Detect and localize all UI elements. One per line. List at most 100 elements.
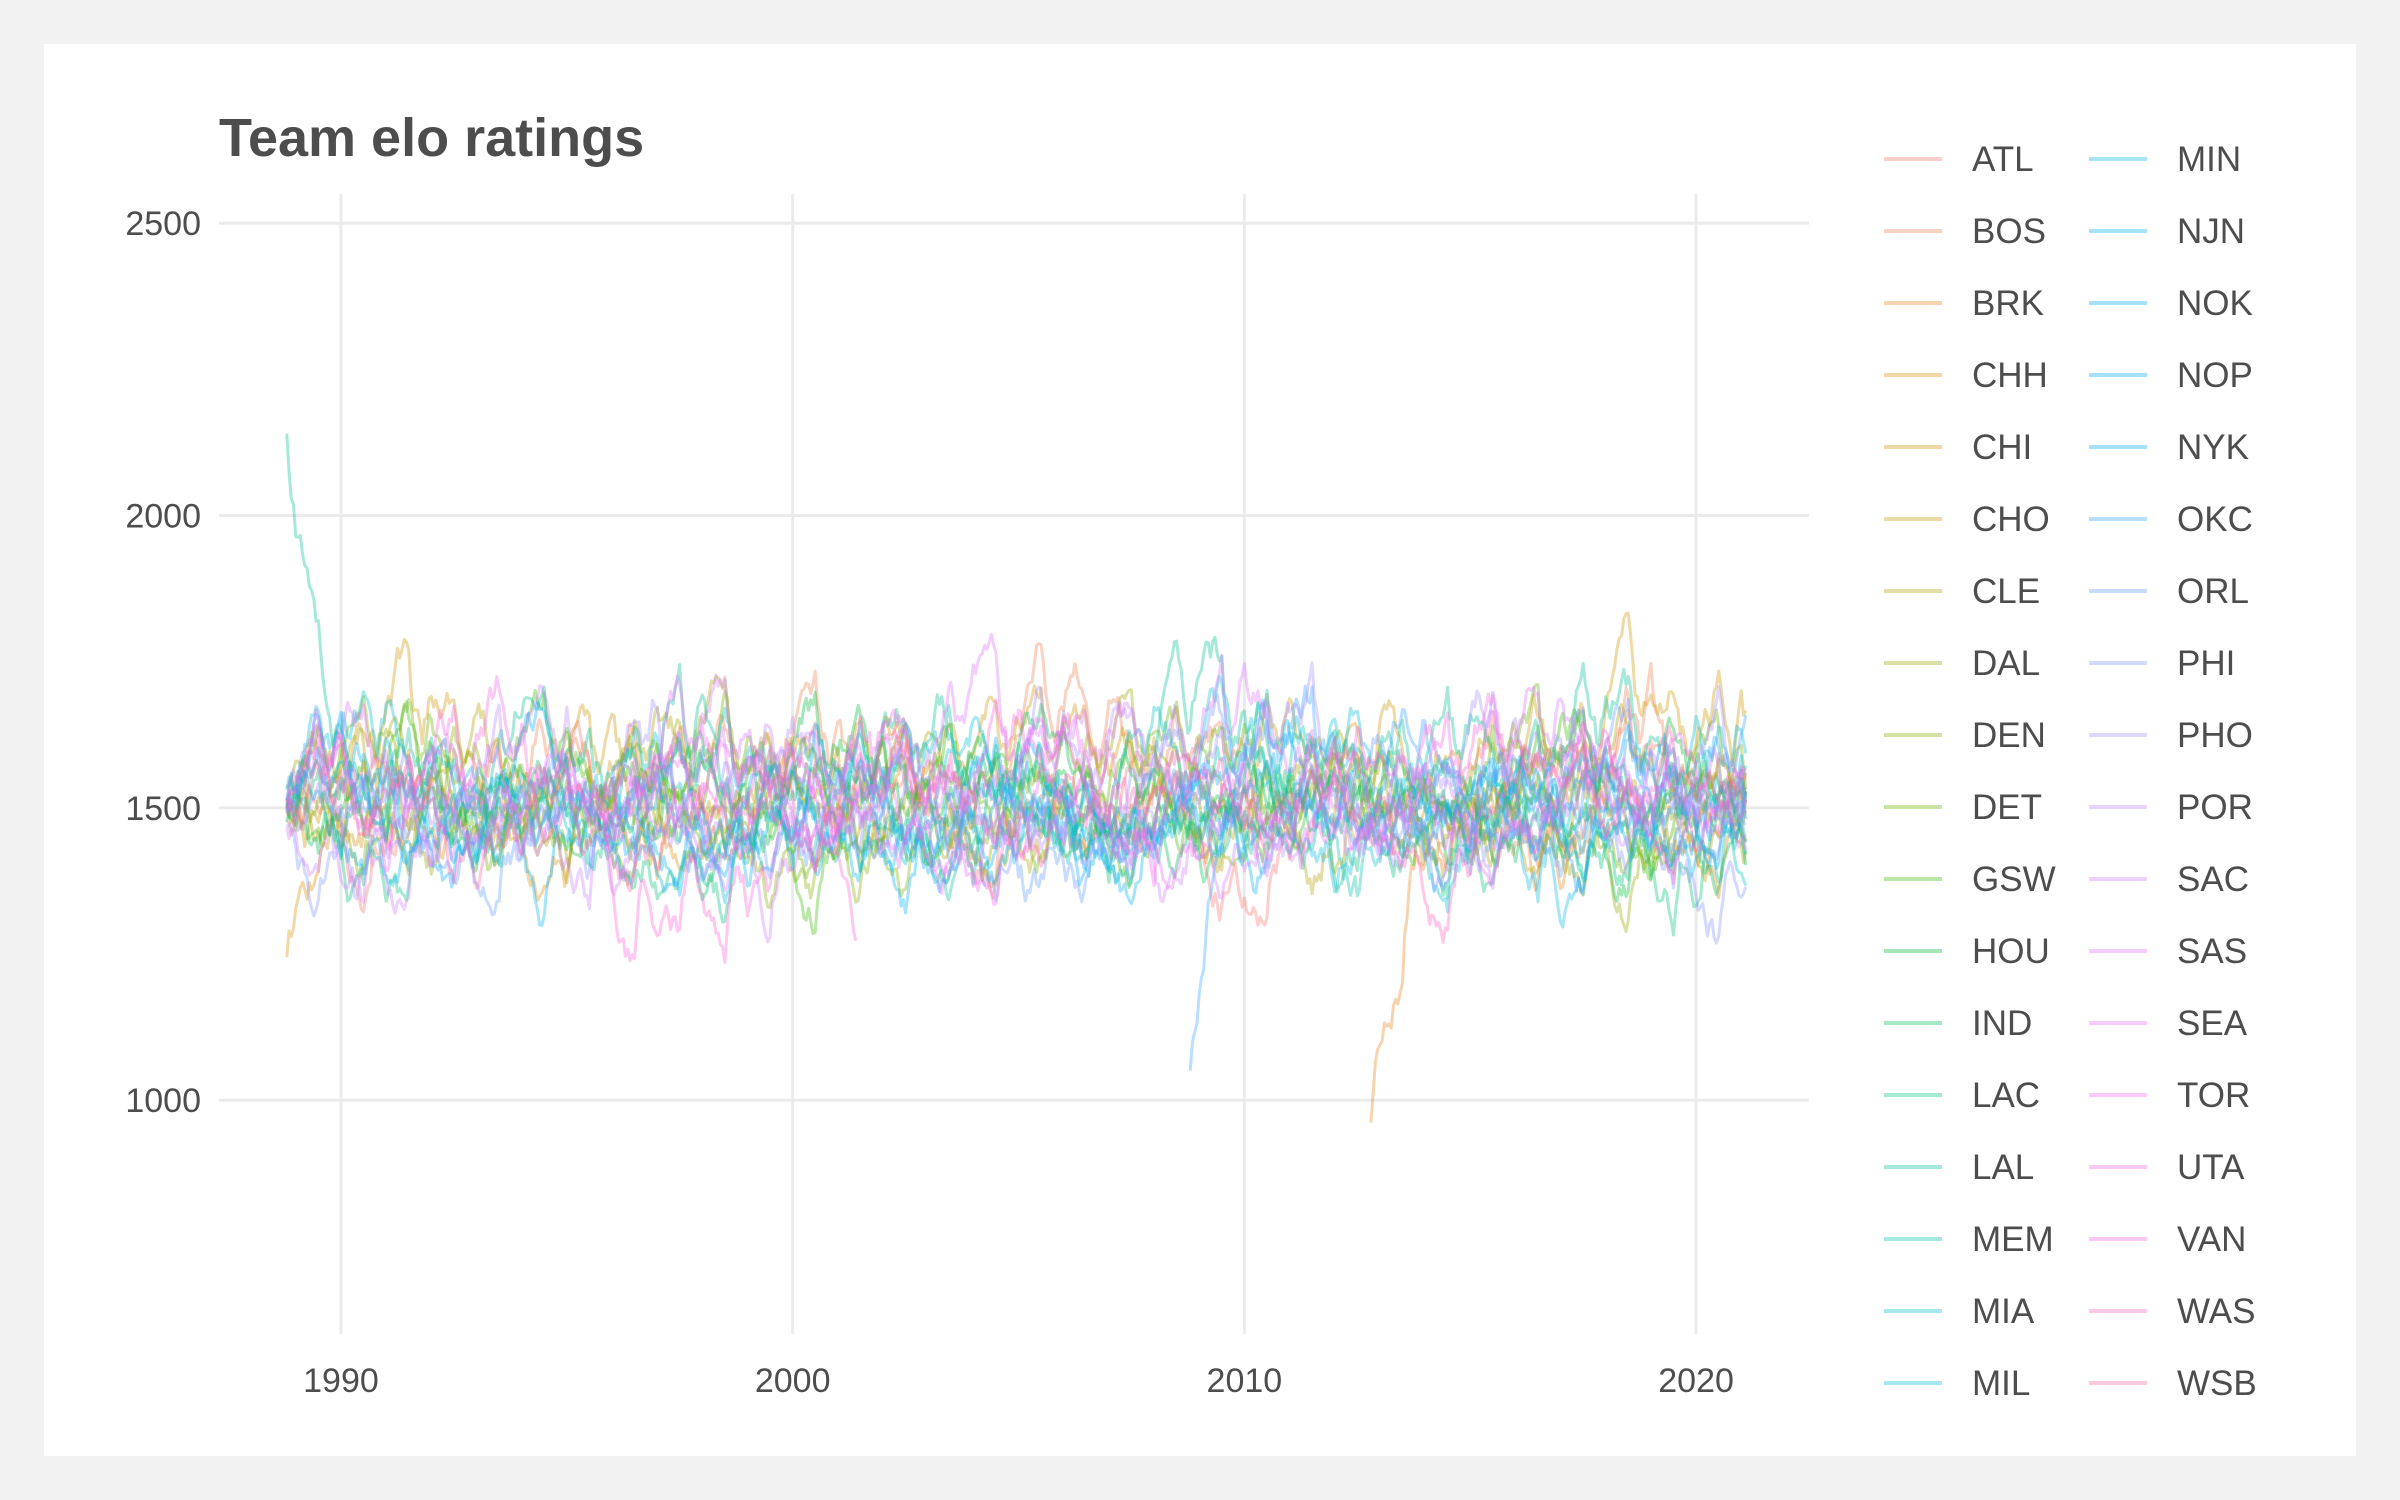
legend-label: ORL: [2177, 572, 2249, 611]
legend-item-bos: BOS: [1884, 212, 2046, 251]
series-line-wsb: [285, 753, 677, 893]
series-line-cle: [285, 702, 1748, 896]
legend-item-cho: CHO: [1884, 500, 2050, 539]
legend-label: HOU: [1972, 932, 2050, 971]
series-line-ind: [285, 703, 1748, 902]
series-line-nok: [1053, 789, 1129, 887]
legend-item-mia: MIA: [1884, 1292, 2035, 1331]
legend-label: SAS: [2177, 932, 2247, 971]
legend-item-sas: SAS: [2089, 932, 2247, 971]
legend-item-sac: SAC: [2089, 860, 2249, 899]
series-layer: [285, 433, 1748, 1123]
legend-label: LAL: [1972, 1148, 2034, 1187]
series-line-uta: [285, 675, 1747, 888]
legend-item-hou: HOU: [1884, 932, 2050, 971]
legend-item-atl: ATL: [1884, 140, 2034, 179]
series-line-lal: [285, 433, 1747, 884]
legend-item-mem: MEM: [1884, 1220, 2054, 1259]
legend-label: LAC: [1972, 1076, 2040, 1115]
grid-layer: [219, 194, 1809, 1334]
series-line-was: [691, 725, 1748, 944]
series-line-min: [330, 754, 1748, 929]
legend-item-por: POR: [2089, 788, 2253, 827]
legend-item-chh: CHH: [1884, 356, 2048, 395]
legend-item-brk: BRK: [1884, 284, 2044, 323]
series-line-chh: [285, 736, 903, 958]
legend-item-was: WAS: [2089, 1292, 2255, 1331]
legend-label: CHO: [1972, 500, 2050, 539]
series-line-por: [285, 684, 1748, 890]
series-line-mil: [285, 675, 1748, 914]
series-line-atl: [286, 708, 1748, 927]
legend-label: PHI: [2177, 644, 2235, 683]
series-line-mia: [285, 705, 1748, 887]
legend-label: SEA: [2177, 1004, 2248, 1043]
series-line-orl: [330, 697, 1747, 917]
series-line-brk: [1369, 778, 1748, 1123]
series-line-mem: [873, 742, 1748, 902]
legend-label: DAL: [1972, 644, 2040, 683]
x-tick-label: 1990: [303, 1362, 379, 1400]
legend-item-wsb: WSB: [2089, 1364, 2257, 1403]
legend-item-van: VAN: [2089, 1220, 2246, 1259]
series-line-bos: [285, 642, 1748, 874]
series-line-pho: [285, 661, 1748, 901]
legend-label: MIA: [1972, 1292, 2035, 1331]
series-line-sea: [285, 674, 1173, 888]
legend-item-det: DET: [1884, 788, 2042, 827]
legend-item-cle: CLE: [1884, 572, 2040, 611]
legend-item-dal: DAL: [1884, 644, 2040, 683]
legend-label: GSW: [1972, 860, 2056, 899]
series-line-nop: [1414, 724, 1748, 870]
legend-label: NJN: [2177, 212, 2245, 251]
series-line-gsw: [286, 689, 1748, 936]
legend-item-orl: ORL: [2089, 572, 2249, 611]
legend-item-den: DEN: [1884, 716, 2046, 755]
legend-label: NYK: [2177, 428, 2249, 467]
legend-item-sea: SEA: [2089, 1004, 2248, 1043]
legend-item-ind: IND: [1884, 1004, 2032, 1043]
legend-label: ATL: [1972, 140, 2034, 179]
axis-layer: 1000 1500 2000 2500 1990 2000 2010 2020: [125, 205, 1734, 1400]
series-line-hou: [285, 690, 1748, 903]
legend-label: DEN: [1972, 716, 2046, 755]
legend-label: NOK: [2177, 284, 2253, 323]
legend-item-phi: PHI: [2089, 644, 2235, 683]
elo-line-chart: 1000 1500 2000 2500 1990 2000 2010 2020 Team el…: [125, 108, 2257, 1403]
series-line-sas: [285, 632, 1748, 868]
legend-label: SAC: [2177, 860, 2249, 899]
legend-label: POR: [2177, 788, 2253, 827]
chart-title: Team elo ratings: [219, 108, 644, 168]
x-tick-label: 2020: [1658, 1362, 1734, 1400]
legend-label: PHO: [2177, 716, 2253, 755]
legend-label: MEM: [1972, 1220, 2054, 1259]
series-line-det: [285, 683, 1748, 880]
series-line-tor: [601, 712, 1748, 906]
legend-item-tor: TOR: [2089, 1076, 2250, 1115]
legend-label: NOP: [2177, 356, 2253, 395]
legend-label: OKC: [2177, 500, 2253, 539]
legend-label: CHH: [1972, 356, 2048, 395]
series-line-njn: [285, 736, 1355, 927]
legend-item-gsw: GSW: [1884, 860, 2056, 899]
legend-item-mil: MIL: [1884, 1364, 2030, 1403]
legend-label: DET: [1972, 788, 2042, 827]
y-tick-label: 1000: [125, 1082, 201, 1120]
legend-label: MIL: [1972, 1364, 2030, 1403]
legend-item-lal: LAL: [1884, 1148, 2034, 1187]
legend-item-njn: NJN: [2089, 212, 2245, 251]
legend-label: VAN: [2177, 1220, 2246, 1259]
legend-item-min: MIN: [2089, 140, 2241, 179]
series-line-van: [601, 809, 858, 964]
series-line-okc: [1188, 684, 1748, 1071]
legend-item-lac: LAC: [1884, 1076, 2040, 1115]
series-line-dal: [285, 675, 1748, 934]
legend-item-nok: NOK: [2089, 284, 2253, 323]
legend-label: IND: [1972, 1004, 2032, 1043]
legend-label: CHI: [1972, 428, 2032, 467]
series-line-chi: [285, 611, 1748, 881]
legend-item-nop: NOP: [2089, 356, 2253, 395]
series-line-cho: [1459, 760, 1748, 876]
legend-label: BOS: [1972, 212, 2046, 251]
series-line-nyk: [285, 701, 1748, 897]
